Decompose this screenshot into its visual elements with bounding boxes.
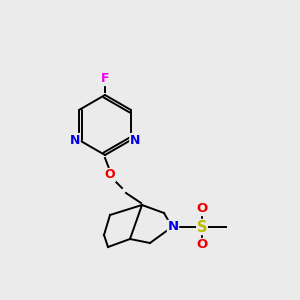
Text: S: S: [197, 220, 207, 235]
Text: N: N: [167, 220, 178, 233]
Text: O: O: [196, 202, 208, 215]
Text: F: F: [101, 73, 109, 85]
Text: N: N: [130, 134, 140, 146]
Text: O: O: [196, 238, 208, 251]
Text: O: O: [105, 169, 115, 182]
Text: N: N: [70, 134, 80, 146]
